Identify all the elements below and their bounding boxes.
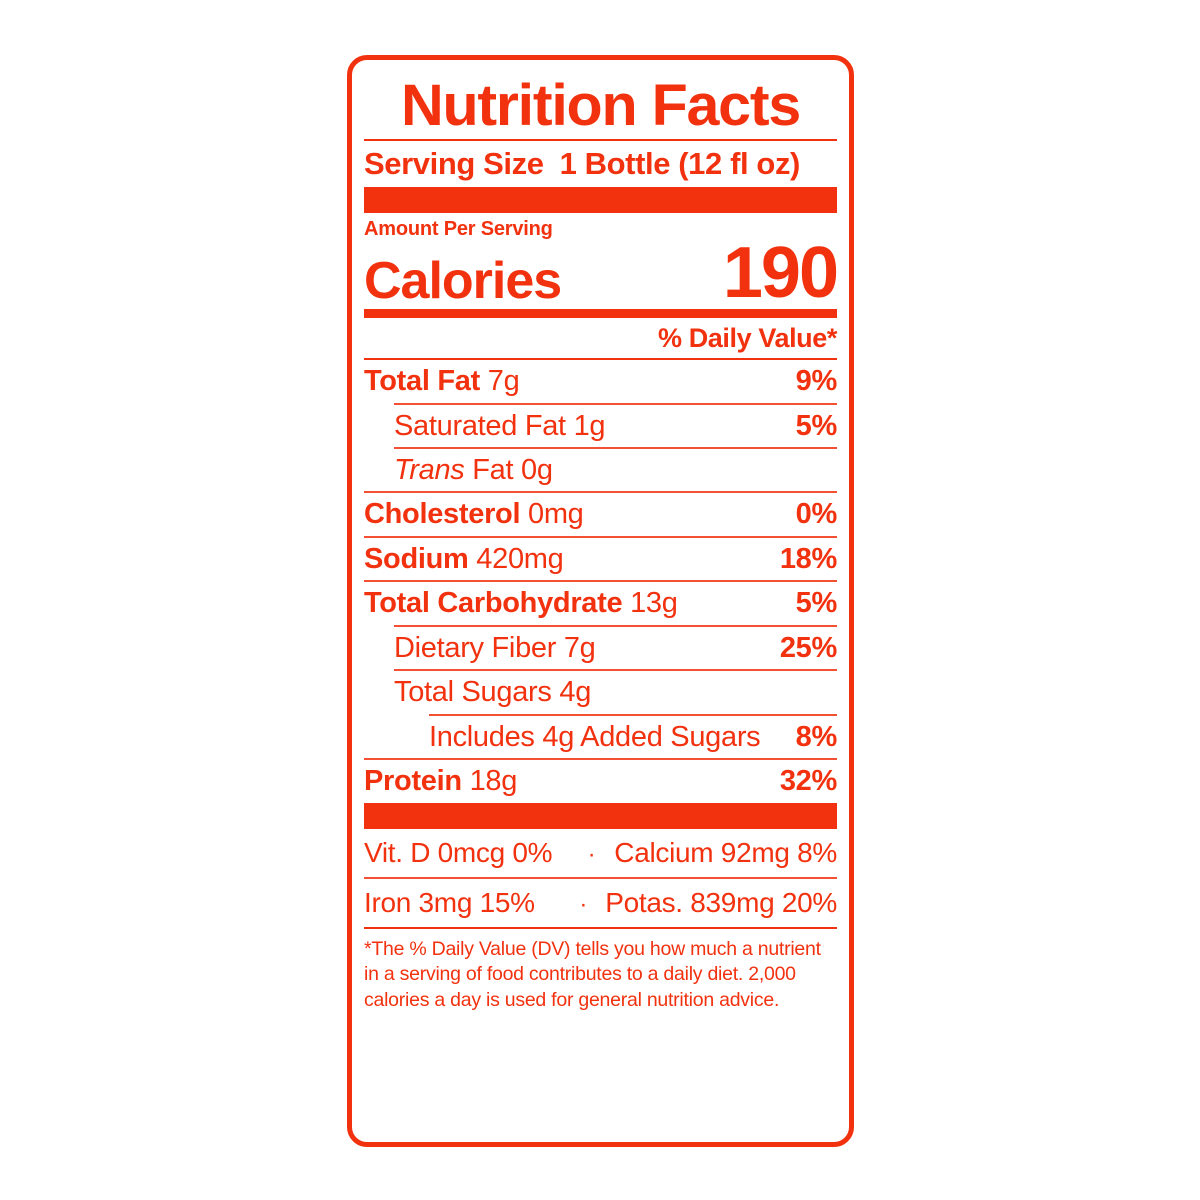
vitamin-left-value: Iron 3mg 15% (364, 886, 535, 918)
nutrient-daily-value: 18% (779, 542, 837, 575)
page-title: Nutrition Facts (400, 73, 801, 138)
nutrient-row: Total Fat 7g 9% (364, 360, 837, 402)
nutrient-amount: 420mg (476, 542, 564, 575)
nutrient-name: Includes 4g Added Sugars (429, 720, 761, 753)
serving-size-row: Serving Size 1 Bottle (12 fl oz) (364, 141, 837, 188)
nutrient-amount: 7g (563, 631, 596, 664)
nutrient-name: Sodium 420mg (364, 542, 564, 575)
nutrient-name: Dietary Fiber 7g (394, 631, 596, 664)
divider-under-dv-header (364, 358, 837, 361)
vitamin-row: Vit. D 0mcg 0% · Calcium 92mg 8% (364, 829, 837, 877)
nutrient-amount: 13g (630, 587, 678, 620)
nutrient-amount: 1g (573, 409, 606, 442)
nutrient-row: Saturated Fat 1g 5% (364, 405, 837, 447)
nutrient-row: Dietary Fiber 7g 25% (364, 627, 837, 669)
amount-per-serving-label: Amount Per Serving (364, 218, 553, 241)
nutrient-row: Protein 18g 32% (364, 760, 837, 802)
nutrient-name: Total Fat 7g (364, 365, 520, 398)
serving-size-label: Serving Size (364, 145, 544, 181)
nutrient-daily-value: 9% (795, 365, 838, 398)
nutrient-amount: 18g (469, 765, 518, 798)
calories-label: Calories (364, 251, 562, 310)
daily-value-footnote: *The % Daily Value (DV) tells you how mu… (364, 938, 821, 1011)
vitamin-right-value: Calcium 92mg 8% (614, 836, 837, 868)
nutrient-daily-value: 8% (795, 720, 838, 753)
nutrient-row-divider (394, 669, 837, 672)
nutrient-row: Includes 4g Added Sugars 8% (364, 716, 837, 758)
nutrient-amount: 7g (487, 365, 520, 398)
nutrient-name: Total Sugars 4g (394, 676, 592, 709)
nutrient-row: Trans Fat 0g (364, 449, 837, 491)
nutrient-daily-value: 32% (779, 765, 837, 798)
nutrient-name: Protein 18g (364, 765, 518, 798)
nutrient-daily-value: 5% (795, 409, 838, 442)
calories-value: 190 (722, 233, 839, 314)
nutrient-row-divider (394, 446, 837, 449)
nutrient-row-divider (364, 535, 837, 538)
vitamin-list: Vit. D 0mcg 0% · Calcium 92mg 8% Iron 3mg 1… (364, 829, 837, 927)
divider-thick-under-protein (364, 802, 837, 829)
nutrient-daily-value: 0% (795, 498, 838, 531)
nutrient-row: Total Sugars 4g (364, 671, 837, 713)
vitamin-row-divider (364, 876, 837, 879)
nutrient-name: Trans Fat 0g (394, 453, 553, 486)
divider-under-title (364, 138, 837, 141)
serving-size-value: 1 Bottle (12 fl oz) (559, 145, 801, 181)
nutrient-daily-value: 25% (779, 631, 837, 664)
nutrition-facts-label: Nutrition Facts Serving Size 1 Bottle (12… (347, 55, 854, 1147)
vitamin-separator-dot: · (587, 840, 596, 868)
nutrient-row: Cholesterol 0mg 0% (364, 493, 837, 535)
nutrient-row-divider (364, 491, 837, 494)
divider-above-footnote (364, 927, 837, 930)
nutrient-amount: 4g (559, 676, 592, 709)
vitamin-right-value: Potas. 839mg 20% (605, 886, 837, 918)
nutrient-row: Sodium 420mg 18% (364, 538, 837, 580)
divider-thick-under-serving (364, 187, 837, 214)
nutrient-row-divider (364, 758, 837, 761)
nutrient-row-divider (394, 402, 837, 405)
nutrient-row-divider (394, 624, 837, 627)
nutrient-daily-value: 5% (795, 587, 838, 620)
nutrient-amount: 0mg (528, 498, 584, 531)
vitamin-separator-dot: · (579, 890, 588, 918)
nutrient-italic-prefix: Trans (394, 453, 465, 486)
nutrient-name: Saturated Fat 1g (394, 409, 606, 442)
vitamin-row: Iron 3mg 15% · Potas. 839mg 20% (364, 879, 837, 927)
vitamin-left-value: Vit. D 0mcg 0% (364, 836, 553, 868)
nutrient-name: Cholesterol 0mg (364, 498, 584, 531)
nutrient-row-divider (429, 713, 837, 716)
nutrient-row-divider (364, 580, 837, 583)
divider-under-calories (364, 308, 837, 318)
calories-row: Calories 190 (364, 233, 839, 314)
nutrient-amount: 0g (521, 453, 553, 486)
nutrient-row: Total Carbohydrate 13g 5% (364, 582, 837, 624)
nutrient-name: Total Carbohydrate 13g (364, 587, 678, 620)
nutrient-list: Total Fat 7g 9% Saturated Fat 1g 5% Trans Fa… (364, 360, 837, 803)
daily-value-header: % Daily Value* (658, 322, 837, 353)
